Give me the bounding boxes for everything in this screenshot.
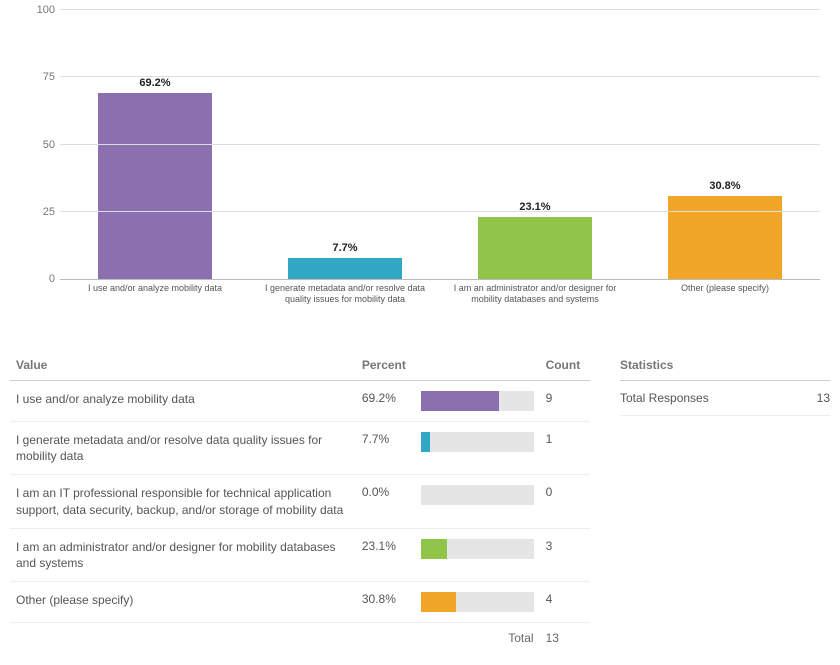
chart-gridline bbox=[60, 76, 820, 77]
minibar-track bbox=[421, 485, 533, 505]
table-total-label: Total bbox=[356, 623, 540, 656]
table-cell-minibar bbox=[415, 381, 539, 422]
chart-ytick: 50 bbox=[20, 139, 55, 151]
table-row: I use and/or analyze mobility data69.2% 9 bbox=[10, 381, 590, 422]
table-cell-minibar bbox=[415, 475, 539, 528]
chart-bars-container: 69.2%I use and/or analyze mobility data7… bbox=[60, 10, 820, 279]
table-cell-value: I use and/or analyze mobility data bbox=[10, 381, 356, 422]
minibar-track bbox=[421, 391, 533, 411]
table-cell-percent: 7.7% bbox=[356, 422, 415, 475]
table-cell-minibar bbox=[415, 582, 539, 623]
chart-bar-slot: 7.7%I generate metadata and/or resolve d… bbox=[250, 10, 440, 279]
table-row: I am an administrator and/or designer fo… bbox=[10, 528, 590, 581]
chart-bar-category-label: Other (please specify) bbox=[635, 283, 816, 294]
table-header-value: Value bbox=[10, 350, 356, 381]
chart-gridline bbox=[60, 9, 820, 10]
chart-gridline bbox=[60, 211, 820, 212]
table-header-percent: Percent bbox=[356, 350, 540, 381]
minibar-track bbox=[421, 539, 533, 559]
table-cell-value: I am an administrator and/or designer fo… bbox=[10, 528, 356, 581]
chart-bar-slot: 23.1%I am an administrator and/or design… bbox=[440, 10, 630, 279]
minibar-track bbox=[421, 592, 533, 612]
table-cell-count: 3 bbox=[540, 528, 590, 581]
chart-bar-slot: 69.2%I use and/or analyze mobility data bbox=[60, 10, 250, 279]
minibar-fill bbox=[421, 391, 499, 411]
chart-ytick: 75 bbox=[20, 71, 55, 83]
minibar-track bbox=[421, 432, 533, 452]
chart-bar-category-label: I use and/or analyze mobility data bbox=[65, 283, 246, 294]
chart-bar-value-label: 69.2% bbox=[139, 77, 170, 89]
table-cell-percent: 0.0% bbox=[356, 475, 415, 528]
table-total-row: Total13 bbox=[10, 623, 590, 656]
table-row: I generate metadata and/or resolve data … bbox=[10, 422, 590, 475]
chart-bar bbox=[668, 196, 782, 279]
table-cell-percent: 69.2% bbox=[356, 381, 415, 422]
table-header-count: Count bbox=[540, 350, 590, 381]
table-cell-count: 9 bbox=[540, 381, 590, 422]
results-table-block: Value Percent Count I use and/or analyze… bbox=[10, 350, 590, 655]
table-total-count: 13 bbox=[540, 623, 590, 656]
table-cell-value: I am an IT professional responsible for … bbox=[10, 475, 356, 528]
table-cell-value: I generate metadata and/or resolve data … bbox=[10, 422, 356, 475]
statistics-row-value: 13 bbox=[817, 391, 830, 405]
table-cell-count: 4 bbox=[540, 582, 590, 623]
chart-gridline bbox=[60, 144, 820, 145]
bottom-section: Value Percent Count I use and/or analyze… bbox=[10, 350, 830, 655]
chart-ytick: 100 bbox=[20, 4, 55, 16]
statistics-row: Total Responses 13 bbox=[620, 381, 830, 416]
table-cell-percent: 30.8% bbox=[356, 582, 415, 623]
table-cell-minibar bbox=[415, 422, 539, 475]
chart-bar bbox=[98, 93, 212, 279]
chart-bar-value-label: 30.8% bbox=[709, 180, 740, 192]
chart-ytick: 0 bbox=[20, 273, 55, 285]
table-cell-count: 0 bbox=[540, 475, 590, 528]
minibar-fill bbox=[421, 432, 430, 452]
table-cell-minibar bbox=[415, 528, 539, 581]
statistics-block: Statistics Total Responses 13 bbox=[620, 350, 830, 655]
chart-bar-category-label: I am an administrator and/or designer fo… bbox=[445, 283, 626, 306]
chart-plot-area: 69.2%I use and/or analyze mobility data7… bbox=[60, 10, 820, 280]
chart-bar-value-label: 7.7% bbox=[332, 242, 357, 254]
minibar-fill bbox=[421, 539, 447, 559]
table-cell-count: 1 bbox=[540, 422, 590, 475]
bar-chart: 69.2%I use and/or analyze mobility data7… bbox=[60, 10, 820, 320]
table-row: I am an IT professional responsible for … bbox=[10, 475, 590, 528]
chart-ytick: 25 bbox=[20, 206, 55, 218]
statistics-row-label: Total Responses bbox=[620, 391, 709, 405]
table-cell-value: Other (please specify) bbox=[10, 582, 356, 623]
results-table-body: I use and/or analyze mobility data69.2% 9… bbox=[10, 381, 590, 656]
chart-bar-slot: 30.8%Other (please specify) bbox=[630, 10, 820, 279]
chart-bar bbox=[288, 258, 402, 279]
chart-bar bbox=[478, 217, 592, 279]
minibar-fill bbox=[421, 592, 456, 612]
chart-bar-category-label: I generate metadata and/or resolve data … bbox=[255, 283, 436, 306]
table-row: Other (please specify)30.8% 4 bbox=[10, 582, 590, 623]
results-table: Value Percent Count I use and/or analyze… bbox=[10, 350, 590, 655]
statistics-header: Statistics bbox=[620, 350, 830, 381]
table-cell-percent: 23.1% bbox=[356, 528, 415, 581]
